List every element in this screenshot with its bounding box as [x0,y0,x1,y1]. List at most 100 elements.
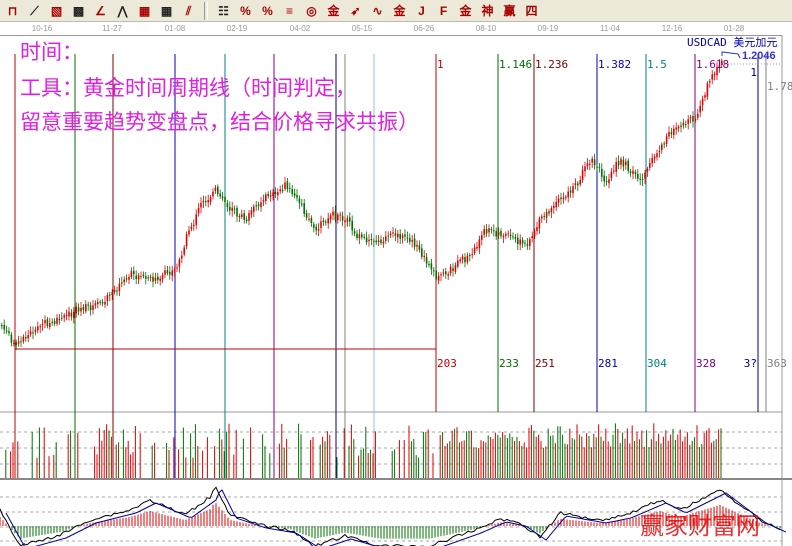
cycle-ratio-label: 1.146 [499,58,533,71]
golden-lines-tool-button[interactable]: 金 [327,3,340,18]
candle-body [680,125,682,128]
candle-body [121,282,123,284]
date-tick: 08-10 [475,24,497,33]
candle-body [113,289,116,292]
date-tick: 01-08 [164,24,186,33]
angle-line-tool-button[interactable]: ∠ [95,3,106,18]
candle-body [663,143,665,145]
candle-body [351,220,353,231]
annotation-line3: 留意重要趋势变盘点，结合价格寻求共振） [20,110,419,134]
fan-line-tool-button[interactable]: ⟋ [30,3,39,18]
cycle-ratio-label: 1.78 [767,80,792,93]
candle-body [469,254,471,256]
candle-body [344,220,346,223]
candle-body [142,274,145,277]
cycle-bar-count-label: 203 [437,357,457,370]
golden-circle-tool-button[interactable]: ◎ [306,3,317,18]
candle-body [334,210,337,221]
candle-body [490,229,493,231]
cycle-bar-count-label: 363 [767,357,787,370]
candle-body [675,127,677,130]
candle-body [205,201,207,203]
candle-body [97,302,99,305]
candle-body [176,267,178,269]
candle-body [401,235,404,238]
parallel-lines-tool-button[interactable]: ⫽ [185,3,192,18]
candle-body [224,196,226,203]
watermark-logo: 赢家财富网 [640,512,760,540]
percent-fan-tool-button[interactable]: % [240,3,251,18]
candle-body [521,239,524,244]
golden-ratio-tool-button[interactable]: 金 [393,3,406,18]
gann-box-tool-button[interactable]: ▧ [50,3,63,18]
gann-grid-tool-button[interactable]: ▩ [72,3,85,18]
candle-body [629,171,632,173]
candle-body [579,180,581,185]
candle-body [649,162,651,168]
oscillator-line-fast [0,486,781,546]
candle-body [154,277,157,281]
candle-body [272,192,274,197]
candle-body [706,83,709,97]
candle-body [716,66,718,76]
grid2-tool-button[interactable]: ▦ [160,3,173,18]
candle-body [423,255,425,257]
percent-tool-button[interactable]: % [262,3,273,18]
candle-body [58,319,61,321]
zigzag-tool-button[interactable]: ⋀ [117,3,128,18]
arrow-tool-button[interactable]: ➶ [350,3,361,18]
candle-body [514,237,517,239]
candle-body [231,207,233,211]
cursor-tool-button[interactable]: ⊓ [7,3,18,18]
candle-body [593,159,596,166]
candle-body [178,259,181,267]
candle-body [111,291,113,296]
candle-body [512,236,514,238]
candle-body [689,117,692,119]
candle-body [87,304,89,306]
four-lines-tool-button[interactable]: 四 [525,3,538,18]
date-tick: 05-15 [351,24,373,33]
candle-body [591,158,593,163]
candle-body [610,171,613,179]
candle-body [721,60,723,66]
candle-body [313,224,315,228]
date-tick: 12-16 [661,24,683,33]
j-lines-tool-button[interactable]: J [418,3,425,18]
grid-tool-button[interactable]: ▦ [138,3,151,18]
wave-tool-button[interactable]: ∿ [372,3,383,18]
candle-body [605,181,608,183]
golden-fan-tool-button[interactable]: 金 [459,3,472,18]
candle-body [375,240,377,243]
candle-body [363,236,365,238]
candle-body [8,331,10,334]
candle-body [533,231,536,237]
symbol-label: USDCAD 美元加元 [687,36,778,49]
candle-body [73,311,75,319]
date-tick: 11-04 [600,24,620,33]
oscillator-line-slow [5,489,787,546]
candle-body [197,207,200,214]
candle-body [411,240,413,242]
candle-body [99,301,101,303]
candle-body [622,159,625,167]
candle-body [545,212,548,218]
candle-body [413,238,416,247]
candle-body [20,341,22,343]
candle-body [209,197,212,202]
candle-body [617,161,620,166]
annotation-line1: 时间： [20,40,83,64]
candle-body [243,213,245,220]
fib-lines-tool-button[interactable]: F [439,3,448,18]
date-tick: 11-27 [102,24,122,33]
candle-body [80,307,82,312]
candle-body [37,326,39,331]
shen-lines-tool-button[interactable]: 神 [481,3,494,18]
candle-body [380,239,382,244]
date-tick: 04-02 [289,24,311,33]
candle-body [495,231,497,237]
ying-lines-tool-button[interactable]: 赢 [503,3,516,18]
candle-body [286,181,289,190]
percent-lines-tool-button[interactable]: ≡ [285,3,293,18]
period-lines-tool-button[interactable]: ☷ [218,3,229,18]
